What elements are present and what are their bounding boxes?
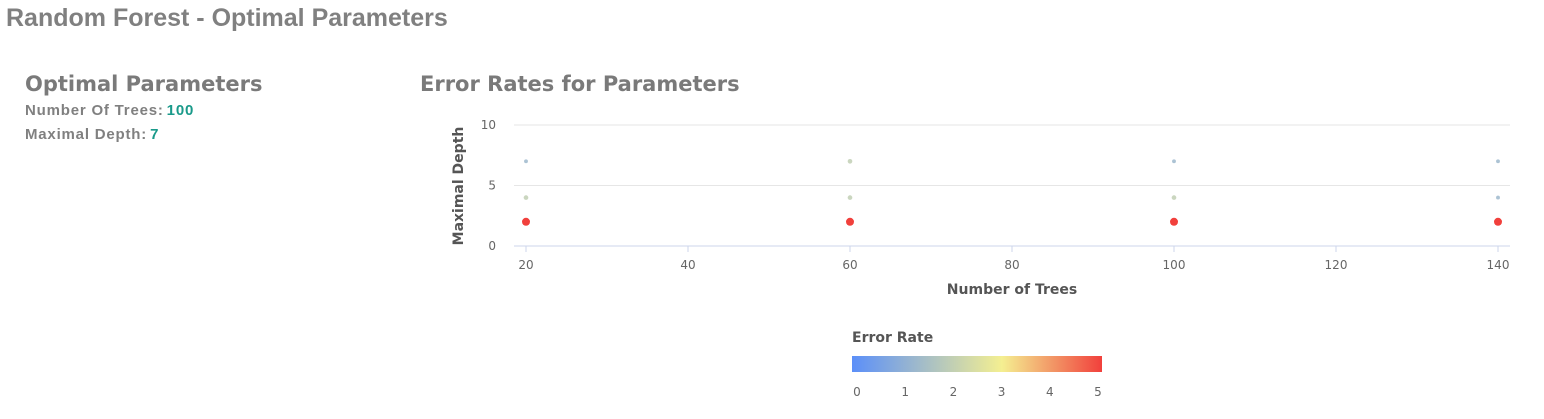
legend-title: Error Rate <box>852 330 933 346</box>
x-tick-label: 80 <box>1004 258 1019 272</box>
legend-gradient-bar <box>852 356 1102 372</box>
data-point <box>847 158 853 164</box>
axes: 0 5 10 20 40 60 80 100 120 140 <box>481 118 1510 272</box>
number-of-trees-row: Number Of Trees: 100 <box>25 101 385 125</box>
data-point <box>1496 159 1500 164</box>
gridlines <box>514 124 1510 186</box>
legend-tick-label: 1 <box>901 385 909 399</box>
data-point <box>522 217 530 226</box>
maximal-depth-label: Maximal Depth: <box>25 126 148 143</box>
data-point <box>1496 195 1500 200</box>
optimal-parameters-heading: Optimal Parameters <box>25 72 263 96</box>
data-point <box>1171 195 1177 200</box>
x-tick-label: 40 <box>680 258 695 272</box>
data-points <box>522 158 1502 226</box>
chart-title: Error Rates for Parameters <box>420 72 740 96</box>
number-of-trees-label: Number Of Trees: <box>25 102 164 119</box>
legend-ticks: 0 1 2 3 4 5 <box>853 385 1102 399</box>
data-point <box>846 217 854 226</box>
error-rates-panel: Error Rates for Parameters <box>420 72 740 96</box>
x-tick-label: 60 <box>842 258 857 272</box>
x-tick-label: 140 <box>1487 258 1510 272</box>
data-point <box>1494 217 1502 226</box>
maximal-depth-value: 7 <box>150 126 160 143</box>
legend-tick-label: 2 <box>950 385 958 399</box>
data-point <box>523 195 529 200</box>
legend-tick-label: 3 <box>998 385 1006 399</box>
y-axis-title: Maximal Depth <box>451 127 467 246</box>
legend-tick-label: 5 <box>1094 385 1102 399</box>
data-point <box>1170 217 1178 226</box>
maximal-depth-row: Maximal Depth: 7 <box>25 125 385 149</box>
legend-tick-label: 4 <box>1046 385 1054 399</box>
x-tick-label: 100 <box>1163 258 1186 272</box>
optimal-parameters-panel: Optimal Parameters Number Of Trees: 100 M… <box>25 72 385 149</box>
data-point <box>1172 159 1176 164</box>
data-point <box>847 195 853 200</box>
y-tick-label: 0 <box>488 239 496 253</box>
x-tick-label: 20 <box>518 258 533 272</box>
y-tick-label: 10 <box>481 118 496 132</box>
x-axis-title: Number of Trees <box>947 282 1077 298</box>
legend-tick-label: 0 <box>853 385 861 399</box>
data-point <box>524 159 528 164</box>
page-title: Random Forest - Optimal Parameters <box>6 4 448 32</box>
color-scale-legend: Error Rate 0 1 2 3 4 5 <box>852 330 1102 399</box>
x-tick-label: 120 <box>1325 258 1348 272</box>
number-of-trees-value: 100 <box>166 102 195 119</box>
y-tick-label: 5 <box>488 179 496 193</box>
